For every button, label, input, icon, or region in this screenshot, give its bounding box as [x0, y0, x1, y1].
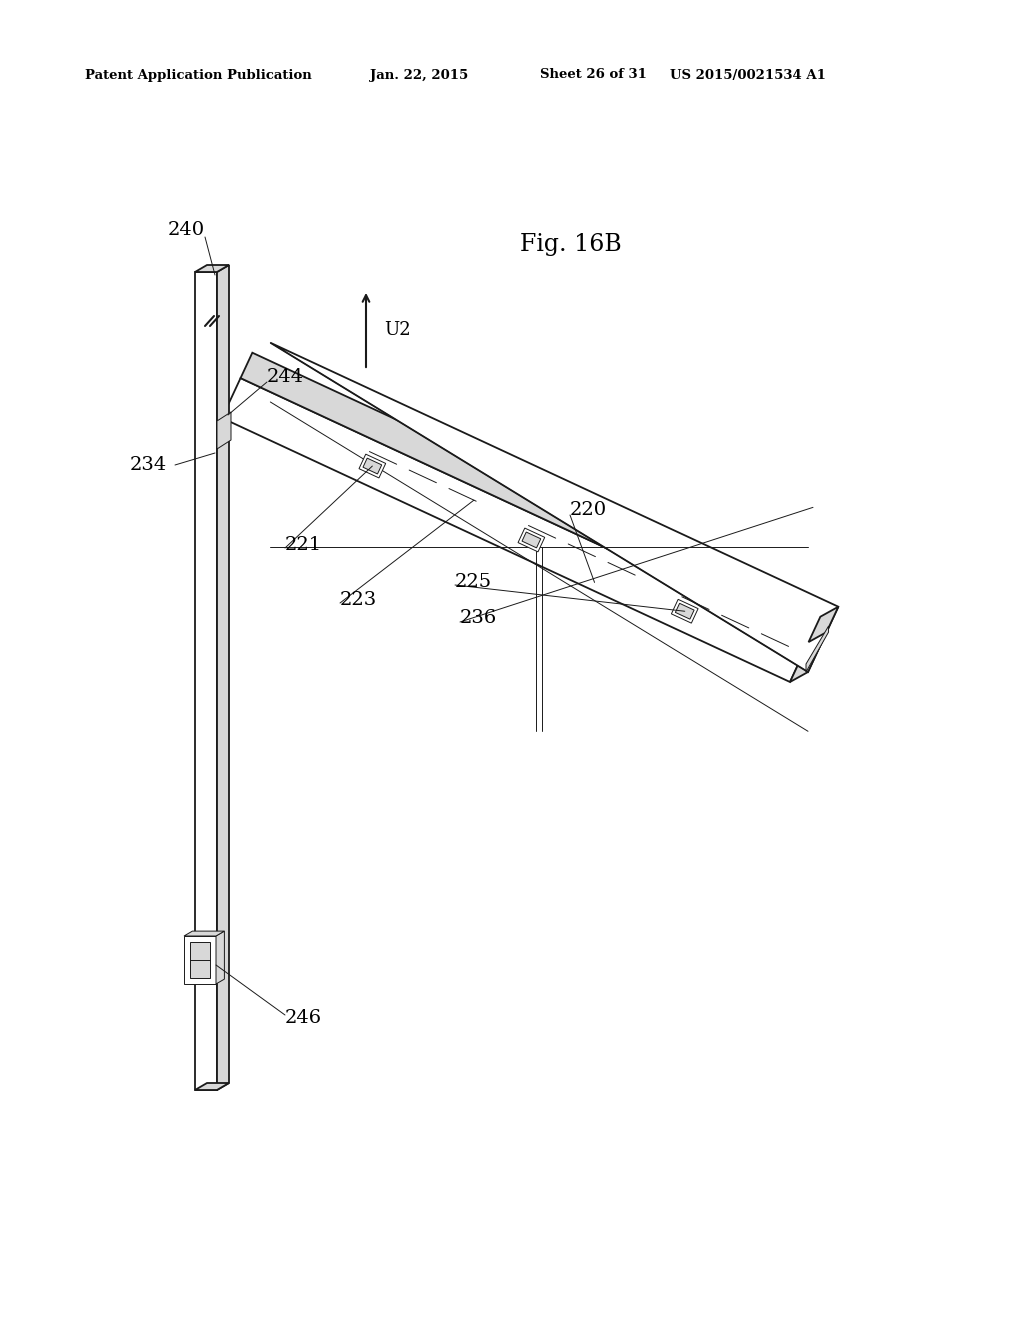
Polygon shape [672, 599, 698, 623]
Polygon shape [190, 942, 210, 978]
Polygon shape [522, 532, 541, 548]
Polygon shape [806, 626, 828, 672]
Polygon shape [270, 343, 839, 672]
Polygon shape [241, 352, 820, 642]
Polygon shape [217, 412, 231, 449]
Polygon shape [518, 528, 545, 552]
Polygon shape [195, 265, 229, 272]
Text: Sheet 26 of 31: Sheet 26 of 31 [540, 69, 647, 82]
Text: Fig. 16B: Fig. 16B [520, 234, 622, 256]
Text: 236: 236 [460, 609, 498, 627]
Polygon shape [217, 265, 229, 1090]
Polygon shape [216, 931, 224, 983]
Text: 220: 220 [570, 502, 607, 519]
Text: 240: 240 [168, 220, 205, 239]
Polygon shape [359, 454, 386, 478]
Text: Jan. 22, 2015: Jan. 22, 2015 [370, 69, 468, 82]
Polygon shape [676, 603, 694, 619]
Polygon shape [809, 607, 839, 642]
Polygon shape [184, 936, 216, 983]
Polygon shape [362, 458, 382, 474]
Polygon shape [222, 378, 809, 682]
Text: 246: 246 [285, 1008, 323, 1027]
Polygon shape [195, 1082, 229, 1090]
Text: US 2015/0021534 A1: US 2015/0021534 A1 [670, 69, 826, 82]
Text: 234: 234 [130, 455, 167, 474]
Text: U2: U2 [384, 321, 411, 339]
Polygon shape [195, 272, 217, 1090]
Text: 225: 225 [455, 573, 493, 591]
Polygon shape [790, 632, 826, 682]
Text: Patent Application Publication: Patent Application Publication [85, 69, 311, 82]
Polygon shape [184, 931, 224, 936]
Text: 221: 221 [285, 536, 323, 554]
Text: 223: 223 [340, 591, 377, 609]
Text: 244: 244 [267, 368, 304, 385]
